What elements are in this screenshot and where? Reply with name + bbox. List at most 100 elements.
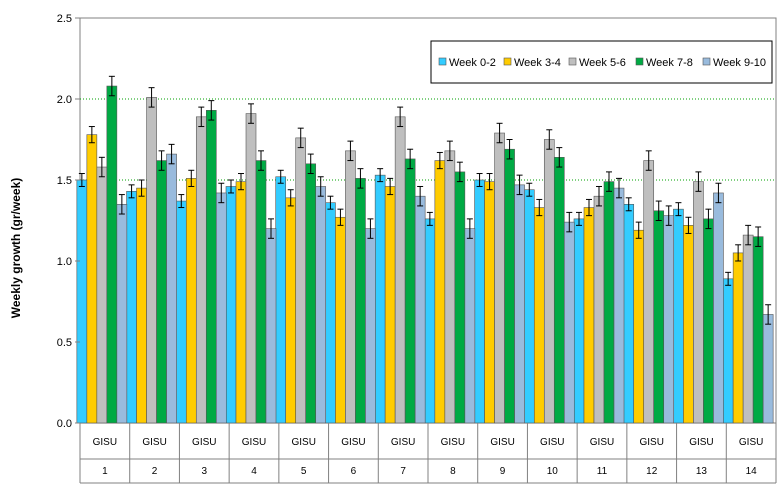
bars xyxy=(76,75,774,424)
bar xyxy=(374,174,386,424)
bar xyxy=(345,150,356,424)
bar xyxy=(225,186,237,424)
bar xyxy=(683,225,694,424)
legend-label: Week 0-2 xyxy=(449,57,496,69)
legend-swatch xyxy=(635,57,644,66)
x-category-group-label: GISU xyxy=(590,437,614,448)
legend-label: Week 3-4 xyxy=(514,57,561,69)
bar xyxy=(146,97,157,424)
bar xyxy=(504,148,515,424)
bar xyxy=(454,171,466,424)
bar xyxy=(205,110,217,424)
bar xyxy=(474,179,485,424)
x-category-group-label: GISU xyxy=(242,437,266,448)
legend-label: Week 7-8 xyxy=(646,57,693,69)
x-category-label: 14 xyxy=(746,466,758,477)
x-category-group-label: GISU xyxy=(291,437,315,448)
bar xyxy=(593,195,605,424)
legend-label: Week 5-6 xyxy=(579,57,626,69)
bar xyxy=(563,221,575,424)
bar xyxy=(613,187,625,424)
bar xyxy=(96,166,108,424)
bar xyxy=(434,160,446,424)
x-category-group-label: GISU xyxy=(142,437,166,448)
y-tick-label: 2.5 xyxy=(57,13,72,25)
x-category-group-label: GISU xyxy=(93,437,117,448)
x-category-label: 8 xyxy=(450,466,456,477)
x-category-label: 1 xyxy=(102,466,108,477)
bar xyxy=(543,139,555,424)
legend-swatch xyxy=(503,57,512,66)
x-category-label: 9 xyxy=(500,466,506,477)
bar xyxy=(762,314,774,424)
bar xyxy=(623,204,635,424)
bar xyxy=(703,218,714,424)
x-axis-categories: GISU 1 GISU 2 GISU 3 GISU 4 GISU 5 GISU 6 GISU 7 GISU 8… xyxy=(79,423,777,484)
bar xyxy=(494,132,505,424)
x-category-label: 5 xyxy=(301,466,307,477)
x-category-label: 10 xyxy=(547,466,559,477)
bar xyxy=(166,153,177,424)
x-category-label: 13 xyxy=(696,466,708,477)
x-category-group-label: GISU xyxy=(192,437,216,448)
bar xyxy=(603,181,615,424)
x-category-group-label: GISU xyxy=(639,437,663,448)
bar xyxy=(394,116,406,424)
bar xyxy=(713,192,724,424)
bar xyxy=(106,85,118,424)
bar xyxy=(514,184,525,424)
legend-label: Week 9-10 xyxy=(713,57,766,69)
bar xyxy=(444,150,456,424)
legend-swatch xyxy=(568,57,577,66)
legend-swatch xyxy=(438,57,447,66)
bar xyxy=(76,179,88,424)
bar xyxy=(464,228,476,424)
y-tick-label: 2.0 xyxy=(57,94,72,106)
bar xyxy=(384,186,396,424)
x-category-label: 2 xyxy=(152,466,158,477)
bar xyxy=(663,215,675,424)
bar xyxy=(414,195,426,424)
bar xyxy=(335,216,346,424)
bar xyxy=(255,160,267,424)
x-category-group-label: GISU xyxy=(689,437,713,448)
bar xyxy=(295,137,307,424)
y-tick-label: 1.5 xyxy=(57,175,72,187)
bar xyxy=(215,192,227,424)
bar xyxy=(355,178,366,424)
bar xyxy=(583,207,595,424)
bar xyxy=(643,160,655,424)
bar xyxy=(245,113,257,424)
bar xyxy=(195,116,207,424)
bar xyxy=(325,202,336,424)
bar xyxy=(305,163,317,424)
legend-box xyxy=(430,40,773,84)
bar xyxy=(732,252,744,424)
bar xyxy=(653,210,665,424)
x-category-group-label: GISU xyxy=(540,437,564,448)
bar xyxy=(752,236,764,424)
bar xyxy=(573,218,585,424)
bar xyxy=(86,134,98,424)
bar xyxy=(742,234,754,424)
x-category-group-label: GISU xyxy=(739,437,763,448)
bar xyxy=(315,186,327,424)
bar xyxy=(533,207,545,424)
bar xyxy=(722,278,734,424)
bar xyxy=(175,200,187,424)
x-category-group-label: GISU xyxy=(391,437,415,448)
bar xyxy=(156,160,167,424)
bar xyxy=(523,189,535,424)
bar xyxy=(633,229,645,424)
x-category-label: 7 xyxy=(400,466,406,477)
y-tick-label: 0.0 xyxy=(57,418,72,430)
legend: Week 0-2 Week 3-4 Week 5-6 Week 7-8 Week 9-1… xyxy=(430,40,773,84)
bar xyxy=(365,228,376,424)
bar xyxy=(673,208,684,424)
bar xyxy=(265,228,277,424)
x-category-label: 6 xyxy=(351,466,357,477)
legend-swatch xyxy=(702,57,711,66)
x-category-label: 11 xyxy=(597,466,608,477)
y-axis-label: Weekly growth (gr/week) xyxy=(9,178,23,318)
y-axis-ticks: 0.0 0.5 1.0 1.5 2.0 2.5 xyxy=(57,13,80,430)
